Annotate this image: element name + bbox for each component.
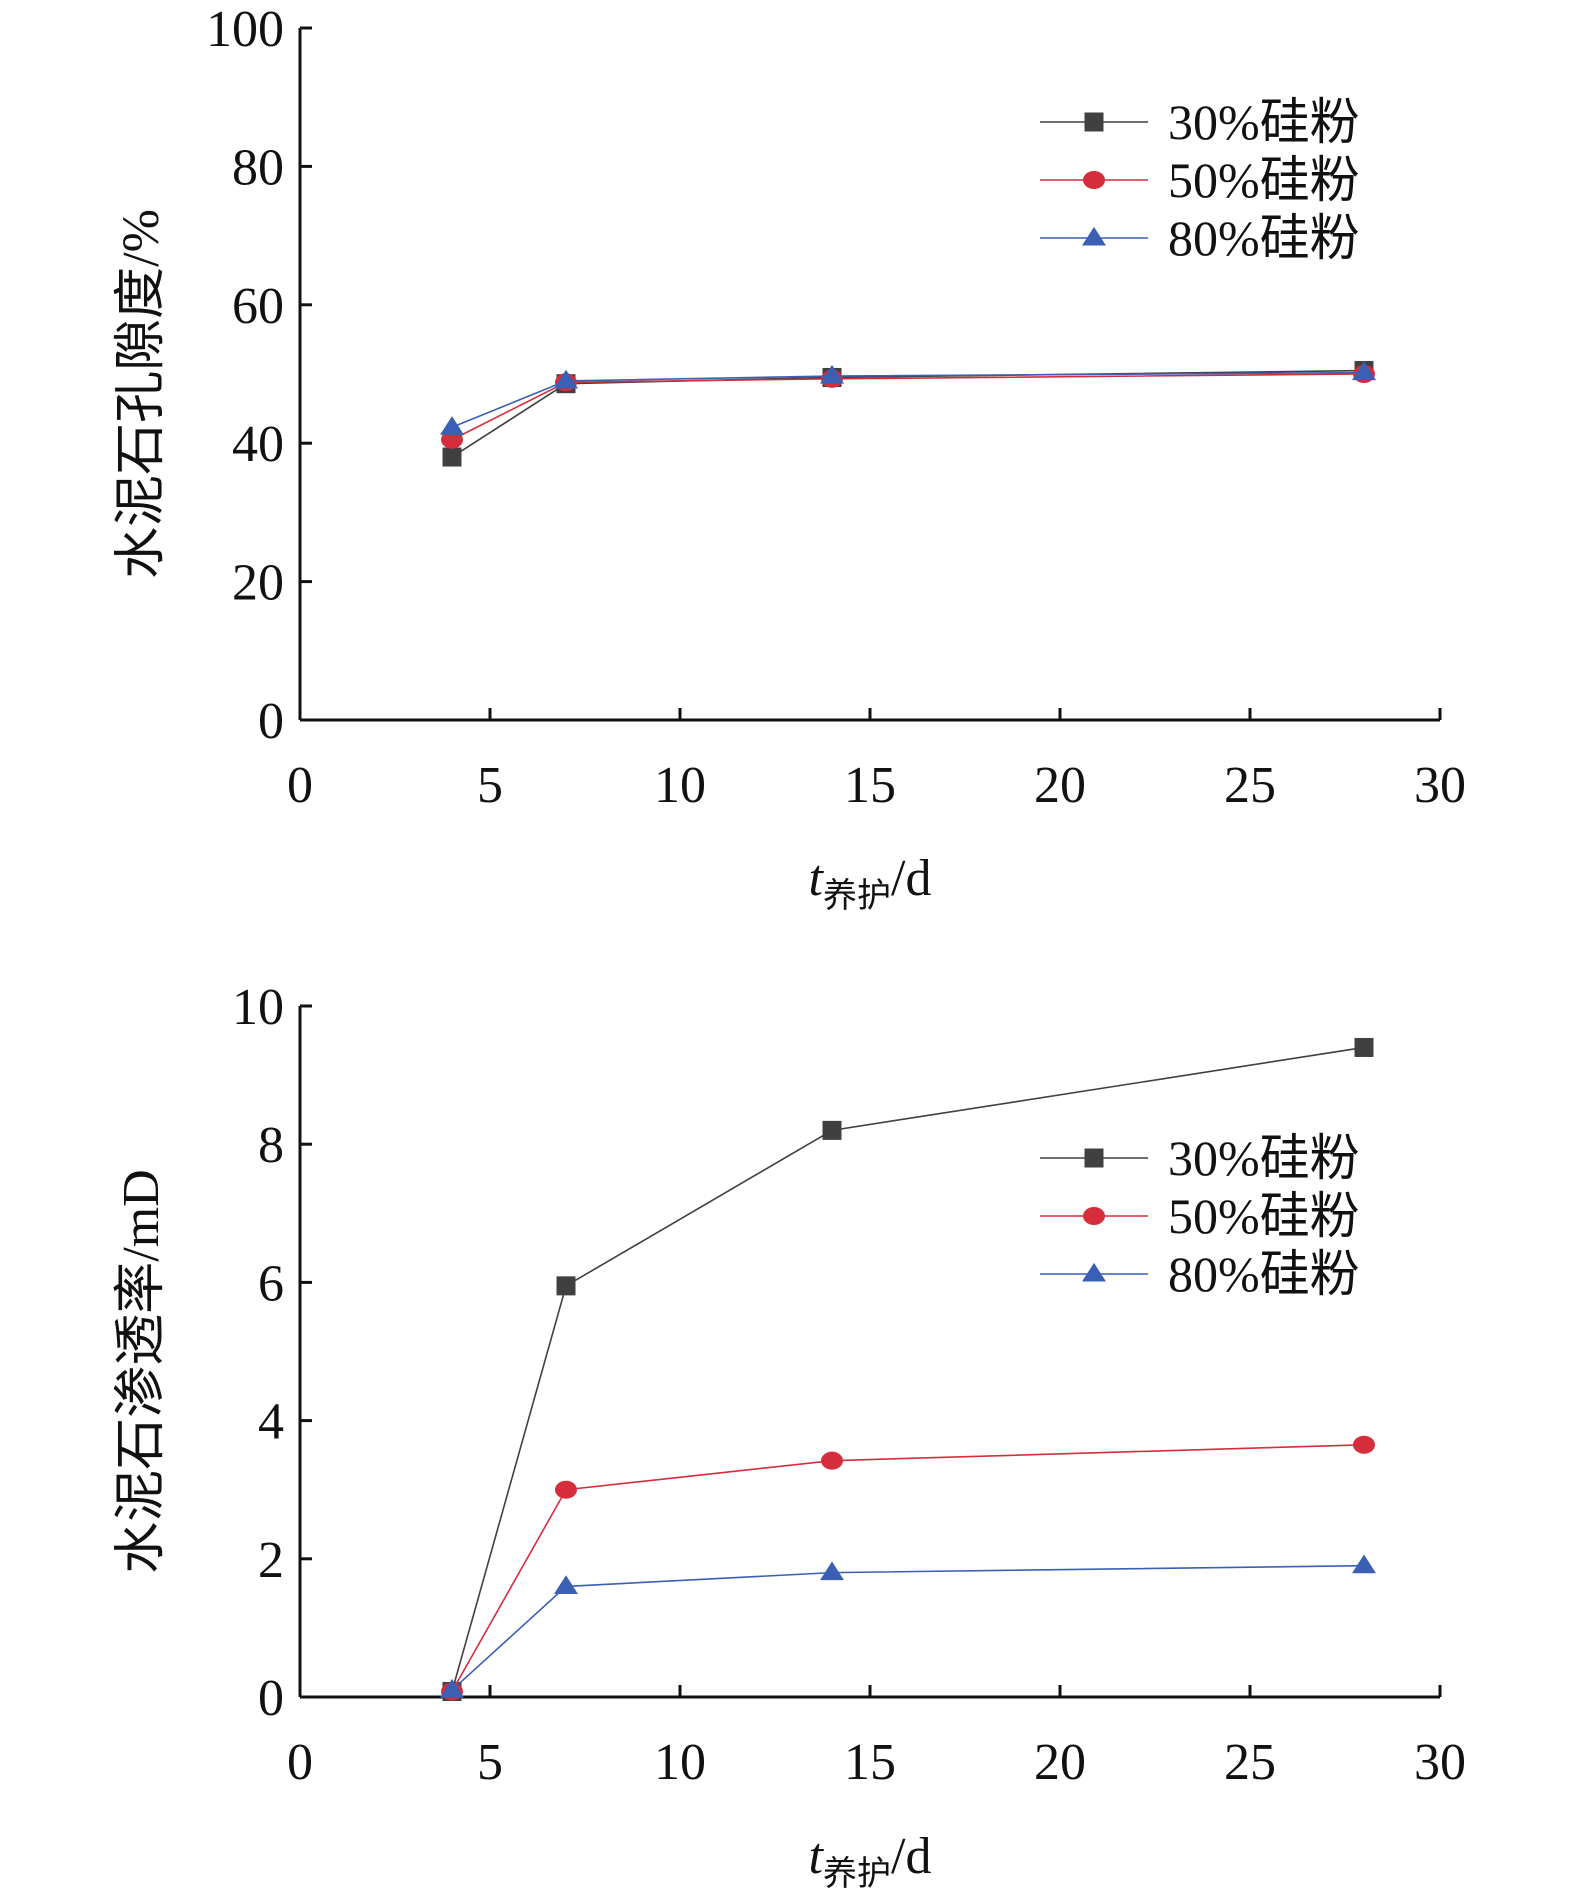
data-point-0	[1354, 1037, 1374, 1057]
x-tick-label: 10	[654, 757, 706, 814]
legend-marker	[1082, 226, 1106, 246]
y-tick-label: 40	[232, 416, 284, 473]
data-point-1	[1353, 1435, 1375, 1454]
legend-label: 30%硅粉	[1168, 94, 1360, 150]
y-tick-label: 100	[206, 1, 284, 58]
x-axis-label-unit: /d	[891, 850, 931, 907]
legend-marker	[1082, 1262, 1106, 1282]
y-axis-label: 水泥石渗透率/mD	[113, 1169, 170, 1573]
x-axis-label-unit: /d	[891, 1828, 931, 1885]
data-point-1	[555, 1480, 577, 1499]
series-line-2	[451, 371, 1365, 429]
legend-marker	[1084, 112, 1104, 132]
x-tick-label: 15	[844, 1734, 896, 1791]
x-tick-label: 30	[1414, 757, 1466, 814]
legend-label: 80%硅粉	[1168, 1246, 1360, 1302]
x-tick-label: 20	[1034, 757, 1086, 814]
data-point-2	[440, 1678, 464, 1698]
x-axis-label-sub: 养护	[823, 876, 891, 916]
y-tick-label: 8	[258, 1117, 284, 1174]
data-point-0	[442, 447, 462, 467]
y-tick-label: 0	[258, 1670, 284, 1727]
x-tick-label: 25	[1224, 1734, 1276, 1791]
data-point-0	[822, 1120, 842, 1140]
permeability-chart: 0 2 4 6 8 10 0 5 10 15 20 25 30 t养护/d 水泥石渗透率/mD 30%硅粉50…	[113, 979, 1466, 1891]
data-point-2	[1352, 1554, 1376, 1574]
series-line-0	[451, 369, 1365, 458]
y-tick-label: 6	[258, 1255, 284, 1312]
data-point-0	[556, 1276, 576, 1296]
x-tick-label: 20	[1034, 1734, 1086, 1791]
x-tick-label: 10	[654, 1734, 706, 1791]
legend-label: 50%硅粉	[1168, 152, 1360, 208]
x-tick-label: 0	[287, 1734, 313, 1791]
series-line-1	[451, 373, 1365, 441]
y-tick-label: 80	[232, 139, 284, 196]
data-point-1	[441, 430, 463, 449]
data-point-2	[554, 369, 578, 389]
legend-label: 80%硅粉	[1168, 210, 1360, 266]
y-axis-label: 水泥石孔隙度/%	[113, 209, 170, 579]
data-point-2	[820, 364, 844, 384]
y-tick-label: 10	[232, 979, 284, 1036]
legend-marker	[1083, 1207, 1105, 1225]
legend-marker	[1084, 1148, 1104, 1168]
x-tick-label: 5	[477, 1734, 503, 1791]
series-line-1	[451, 1443, 1365, 1692]
data-point-2	[820, 1561, 844, 1581]
porosity-chart: 0 20 40 60 80 100 0 5 10 15 20 25 30 t养护/d 水泥石孔隙度/% 30%…	[113, 1, 1466, 916]
x-axis-label: t养护/d	[809, 1828, 932, 1891]
x-axis-label-sub: 养护	[823, 1854, 891, 1891]
data-point-1	[821, 1451, 843, 1470]
y-tick-label: 60	[232, 278, 284, 335]
y-tick-label: 0	[258, 693, 284, 750]
x-axis-label-main: t	[809, 850, 825, 907]
x-axis-label: t养护/d	[809, 850, 932, 916]
y-tick-label: 2	[258, 1532, 284, 1589]
x-tick-label: 0	[287, 757, 313, 814]
data-point-2	[1352, 361, 1376, 381]
x-tick-label: 5	[477, 757, 503, 814]
series-line-0	[451, 1046, 1365, 1692]
series-line-2	[451, 1564, 1365, 1691]
x-tick-label: 30	[1414, 1734, 1466, 1791]
x-tick-label: 15	[844, 757, 896, 814]
legend-marker	[1083, 171, 1105, 189]
x-tick-label: 25	[1224, 757, 1276, 814]
y-tick-label: 20	[232, 555, 284, 612]
y-tick-label: 4	[258, 1394, 284, 1451]
legend-label: 30%硅粉	[1168, 1130, 1360, 1186]
legend-label: 50%硅粉	[1168, 1188, 1360, 1244]
data-point-2	[554, 1575, 578, 1594]
data-point-2	[440, 416, 464, 435]
x-axis-label-main: t	[809, 1828, 825, 1885]
